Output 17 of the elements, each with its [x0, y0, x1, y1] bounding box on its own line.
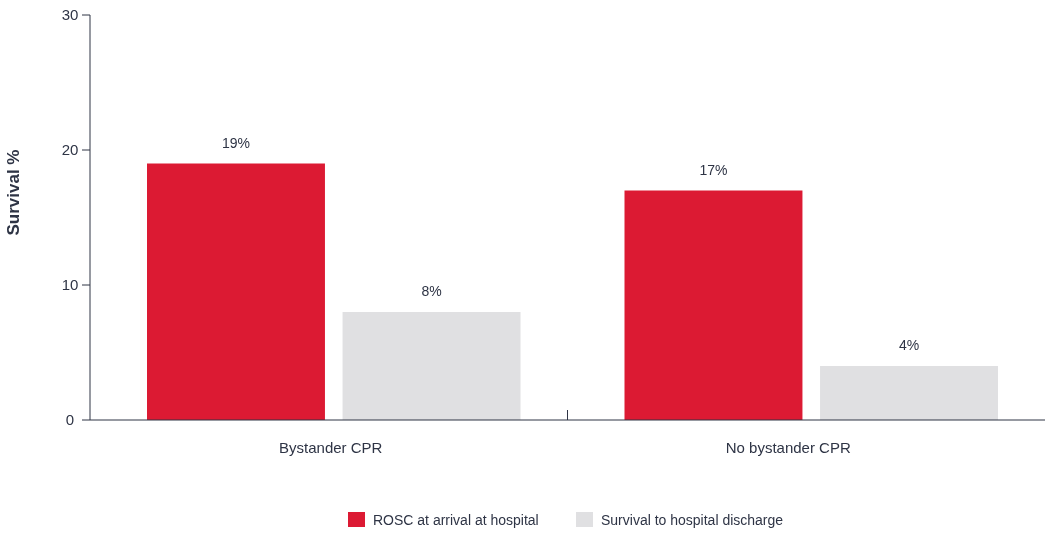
y-axis-title: Survival %: [4, 149, 23, 236]
y-tick-label: 20: [61, 141, 79, 159]
legend-label: ROSC at arrival at hospital: [373, 511, 539, 528]
y-tick-label: 0: [65, 411, 75, 429]
data-label: 17%: [699, 161, 728, 178]
data-label: 19%: [221, 134, 250, 151]
bar: [342, 312, 521, 420]
y-tick-label: 10: [61, 276, 79, 294]
y-tick-label: 30: [61, 6, 79, 24]
data-label: 4%: [898, 337, 920, 353]
x-tick-label: Bystander CPR: [279, 439, 383, 456]
legend-label: Survival to hospital discharge: [601, 511, 784, 528]
bar: [147, 163, 325, 420]
x-tick-label: No bystander CPR: [725, 439, 851, 456]
data-label: 8%: [421, 283, 442, 299]
bar: [820, 366, 998, 420]
bar: [624, 190, 803, 420]
